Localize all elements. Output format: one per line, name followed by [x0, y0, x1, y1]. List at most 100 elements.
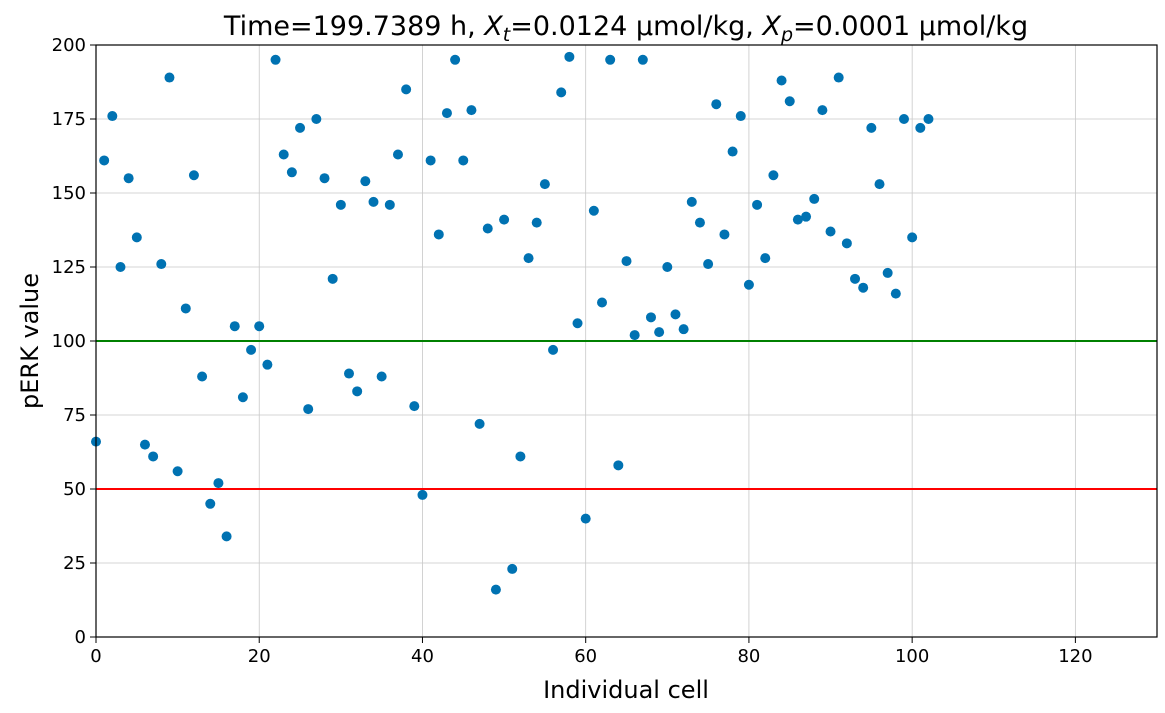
- data-point: [850, 273, 861, 284]
- x-tick-label: 0: [90, 646, 101, 667]
- data-point: [882, 267, 893, 278]
- x-tick-label: 80: [737, 646, 760, 667]
- data-point: [703, 259, 714, 270]
- title-xt-subscript: t: [503, 24, 512, 46]
- data-point: [115, 262, 126, 272]
- data-point: [123, 173, 134, 184]
- data-point: [907, 232, 918, 243]
- data-point: [450, 54, 461, 65]
- data-point: [752, 199, 763, 210]
- x-tick-label: 40: [411, 646, 434, 667]
- data-point: [719, 229, 730, 240]
- y-tick-label: 100: [52, 331, 86, 352]
- threshold-lines: [96, 340, 1157, 490]
- data-point: [792, 214, 803, 225]
- data-point: [572, 318, 583, 329]
- data-point: [833, 72, 844, 83]
- data-point: [841, 238, 852, 249]
- data-point: [474, 418, 485, 429]
- data-point: [172, 466, 183, 477]
- data-point: [392, 149, 403, 160]
- data-point: [776, 75, 787, 86]
- data-point: [254, 321, 265, 332]
- x-tick-label: 120: [1058, 646, 1092, 667]
- data-point: [548, 344, 559, 355]
- data-point: [205, 498, 216, 509]
- y-tick-label: 150: [52, 183, 86, 204]
- title-time: Time=199.7389 h,: [223, 11, 484, 42]
- data-point: [645, 312, 656, 323]
- data-point: [809, 193, 820, 204]
- data-point: [278, 149, 289, 160]
- data-point: [858, 282, 869, 293]
- data-point: [262, 359, 273, 370]
- data-point: [303, 404, 314, 415]
- x-tick-label: 20: [248, 646, 271, 667]
- data-point: [735, 111, 746, 122]
- data-point: [727, 146, 738, 157]
- data-points: [91, 51, 934, 595]
- x-tick-label: 60: [574, 646, 597, 667]
- data-point: [319, 173, 330, 184]
- data-point: [376, 371, 387, 382]
- y-tick-label: 25: [63, 553, 86, 574]
- data-point: [344, 368, 355, 379]
- data-point: [441, 108, 452, 119]
- data-point: [139, 439, 150, 450]
- data-point: [637, 54, 648, 65]
- data-point: [588, 205, 599, 216]
- title-xp-value: =0.0001 µmol/kg: [793, 11, 1028, 42]
- data-point: [425, 155, 436, 166]
- data-point: [694, 217, 705, 228]
- data-point: [597, 297, 608, 308]
- data-point: [352, 386, 363, 397]
- title-xt-symbol: X: [482, 11, 503, 42]
- data-point: [417, 489, 428, 500]
- data-point: [654, 327, 665, 338]
- x-tick-label: 100: [895, 646, 929, 667]
- data-point: [515, 451, 526, 462]
- data-point: [670, 309, 681, 320]
- data-point: [915, 122, 926, 133]
- data-point: [221, 531, 232, 542]
- data-point: [523, 253, 534, 264]
- data-point: [327, 273, 338, 284]
- y-tick-label: 125: [52, 257, 86, 278]
- data-point: [890, 288, 901, 299]
- data-point: [556, 87, 567, 98]
- data-point: [384, 199, 395, 210]
- y-tick-label: 0: [75, 627, 86, 648]
- data-point: [613, 460, 624, 471]
- data-point: [148, 451, 159, 462]
- data-point: [678, 324, 689, 335]
- data-point: [482, 223, 493, 234]
- data-point: [923, 114, 934, 124]
- data-point: [629, 330, 640, 341]
- data-point: [531, 217, 542, 228]
- title-xt-value: =0.0124 µmol/kg,: [510, 11, 762, 42]
- data-point: [621, 256, 632, 267]
- data-point: [131, 232, 142, 243]
- data-point: [433, 229, 444, 240]
- data-point: [246, 344, 257, 355]
- data-point: [743, 279, 754, 290]
- data-point: [564, 51, 575, 62]
- title-xp-subscript: p: [780, 24, 793, 46]
- data-point: [499, 214, 510, 225]
- data-point: [311, 114, 322, 124]
- y-axis-ticks: 0 25 50 75 100 125 150 175 200: [52, 35, 96, 648]
- x-axis-ticks: 0 20 40 60 80 100 120: [90, 637, 1093, 667]
- data-point: [237, 392, 248, 403]
- data-point: [286, 167, 297, 178]
- data-point: [270, 54, 281, 65]
- data-point: [490, 584, 501, 595]
- data-point: [760, 253, 771, 264]
- data-point: [295, 122, 306, 133]
- data-point: [817, 105, 828, 116]
- data-point: [156, 259, 167, 270]
- data-point: [368, 196, 379, 207]
- data-point: [180, 303, 191, 314]
- title-xp-symbol: X: [760, 11, 781, 42]
- chart-title: Time=199.7389 h, Xt=0.0124 µmol/kg, Xp=0…: [223, 11, 1028, 46]
